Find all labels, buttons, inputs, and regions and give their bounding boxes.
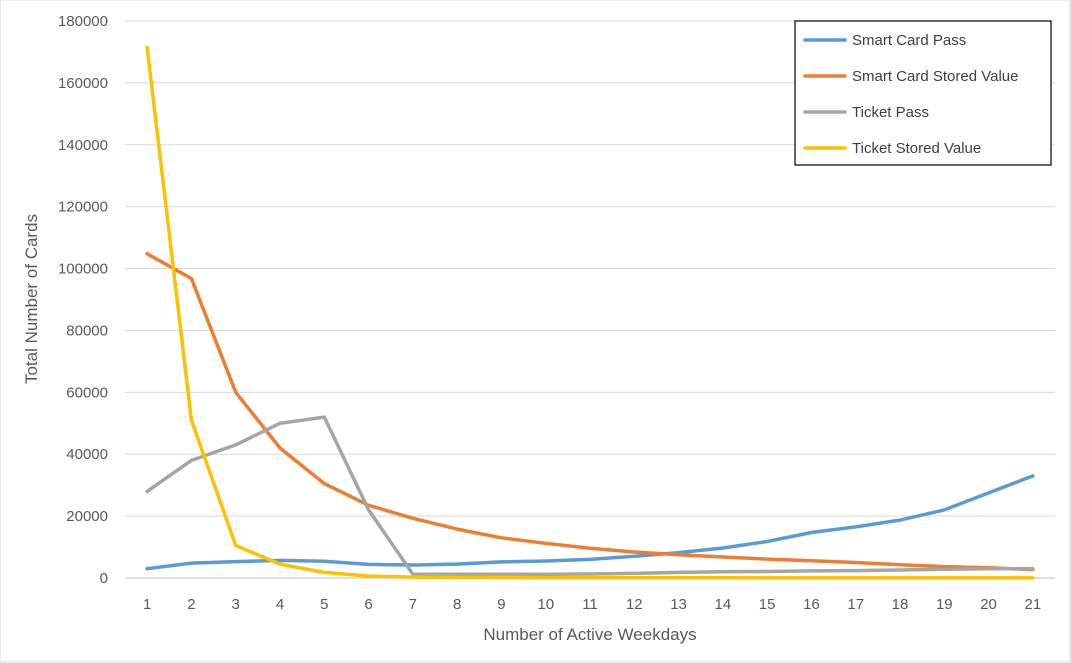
x-tick-label: 17 <box>847 596 864 613</box>
x-tick-label: 7 <box>409 596 417 613</box>
series-line <box>145 474 1035 571</box>
y-tick-label: 180000 <box>58 13 108 30</box>
x-tick-label: 5 <box>320 596 328 613</box>
x-tick-label: 14 <box>715 596 732 613</box>
y-tick-label: 160000 <box>58 75 108 92</box>
x-tick-label: 19 <box>936 596 953 613</box>
x-tick-label: 16 <box>803 596 820 613</box>
legend-label: Ticket Pass <box>852 104 929 121</box>
x-tick-label: 2 <box>187 596 195 613</box>
y-axis-title: Total Number of Cards <box>22 214 41 384</box>
y-tick-label: 60000 <box>66 384 108 401</box>
legend: Smart Card Pass Smart Card Stored Value Ti… <box>794 20 1052 166</box>
x-tick-label: 6 <box>364 596 372 613</box>
x-tick-label: 13 <box>670 596 687 613</box>
x-axis-tick-labels: 1 2 3 4 5 6 7 8 9 10 11 12 13 14 15 16 17 18 19 20 21 <box>143 596 1041 613</box>
y-tick-label: 40000 <box>66 446 108 463</box>
x-tick-label: 15 <box>759 596 776 613</box>
series-lines <box>145 45 1035 580</box>
y-tick-label: 100000 <box>58 261 108 278</box>
x-tick-label: 21 <box>1025 596 1042 613</box>
x-tick-label: 4 <box>276 596 284 613</box>
y-tick-label: 80000 <box>66 322 108 339</box>
y-tick-label: 120000 <box>58 199 108 216</box>
y-tick-label: 20000 <box>66 508 108 525</box>
series-line <box>145 45 1035 580</box>
y-tick-label: 0 <box>100 570 108 587</box>
x-tick-label: 11 <box>582 596 598 613</box>
series-line <box>145 251 1035 572</box>
x-axis-title: Number of Active Weekdays <box>483 625 696 644</box>
x-tick-label: 9 <box>497 596 505 613</box>
series-line <box>145 415 1035 577</box>
y-axis-tick-labels: 0 20000 40000 60000 80000 100000 120000 140000 1… <box>58 13 108 587</box>
x-tick-label: 1 <box>143 596 151 613</box>
x-tick-label: 10 <box>537 596 554 613</box>
legend-box <box>794 20 1052 166</box>
legend-label: Smart Card Stored Value <box>852 68 1018 85</box>
x-tick-label: 20 <box>980 596 997 613</box>
y-tick-label: 140000 <box>58 137 108 154</box>
legend-label: Smart Card Pass <box>852 32 966 49</box>
x-tick-label: 12 <box>626 596 643 613</box>
x-tick-label: 8 <box>453 596 461 613</box>
legend-label: Ticket Stored Value <box>852 140 981 157</box>
x-tick-label: 18 <box>892 596 909 613</box>
x-tick-label: 3 <box>232 596 240 613</box>
